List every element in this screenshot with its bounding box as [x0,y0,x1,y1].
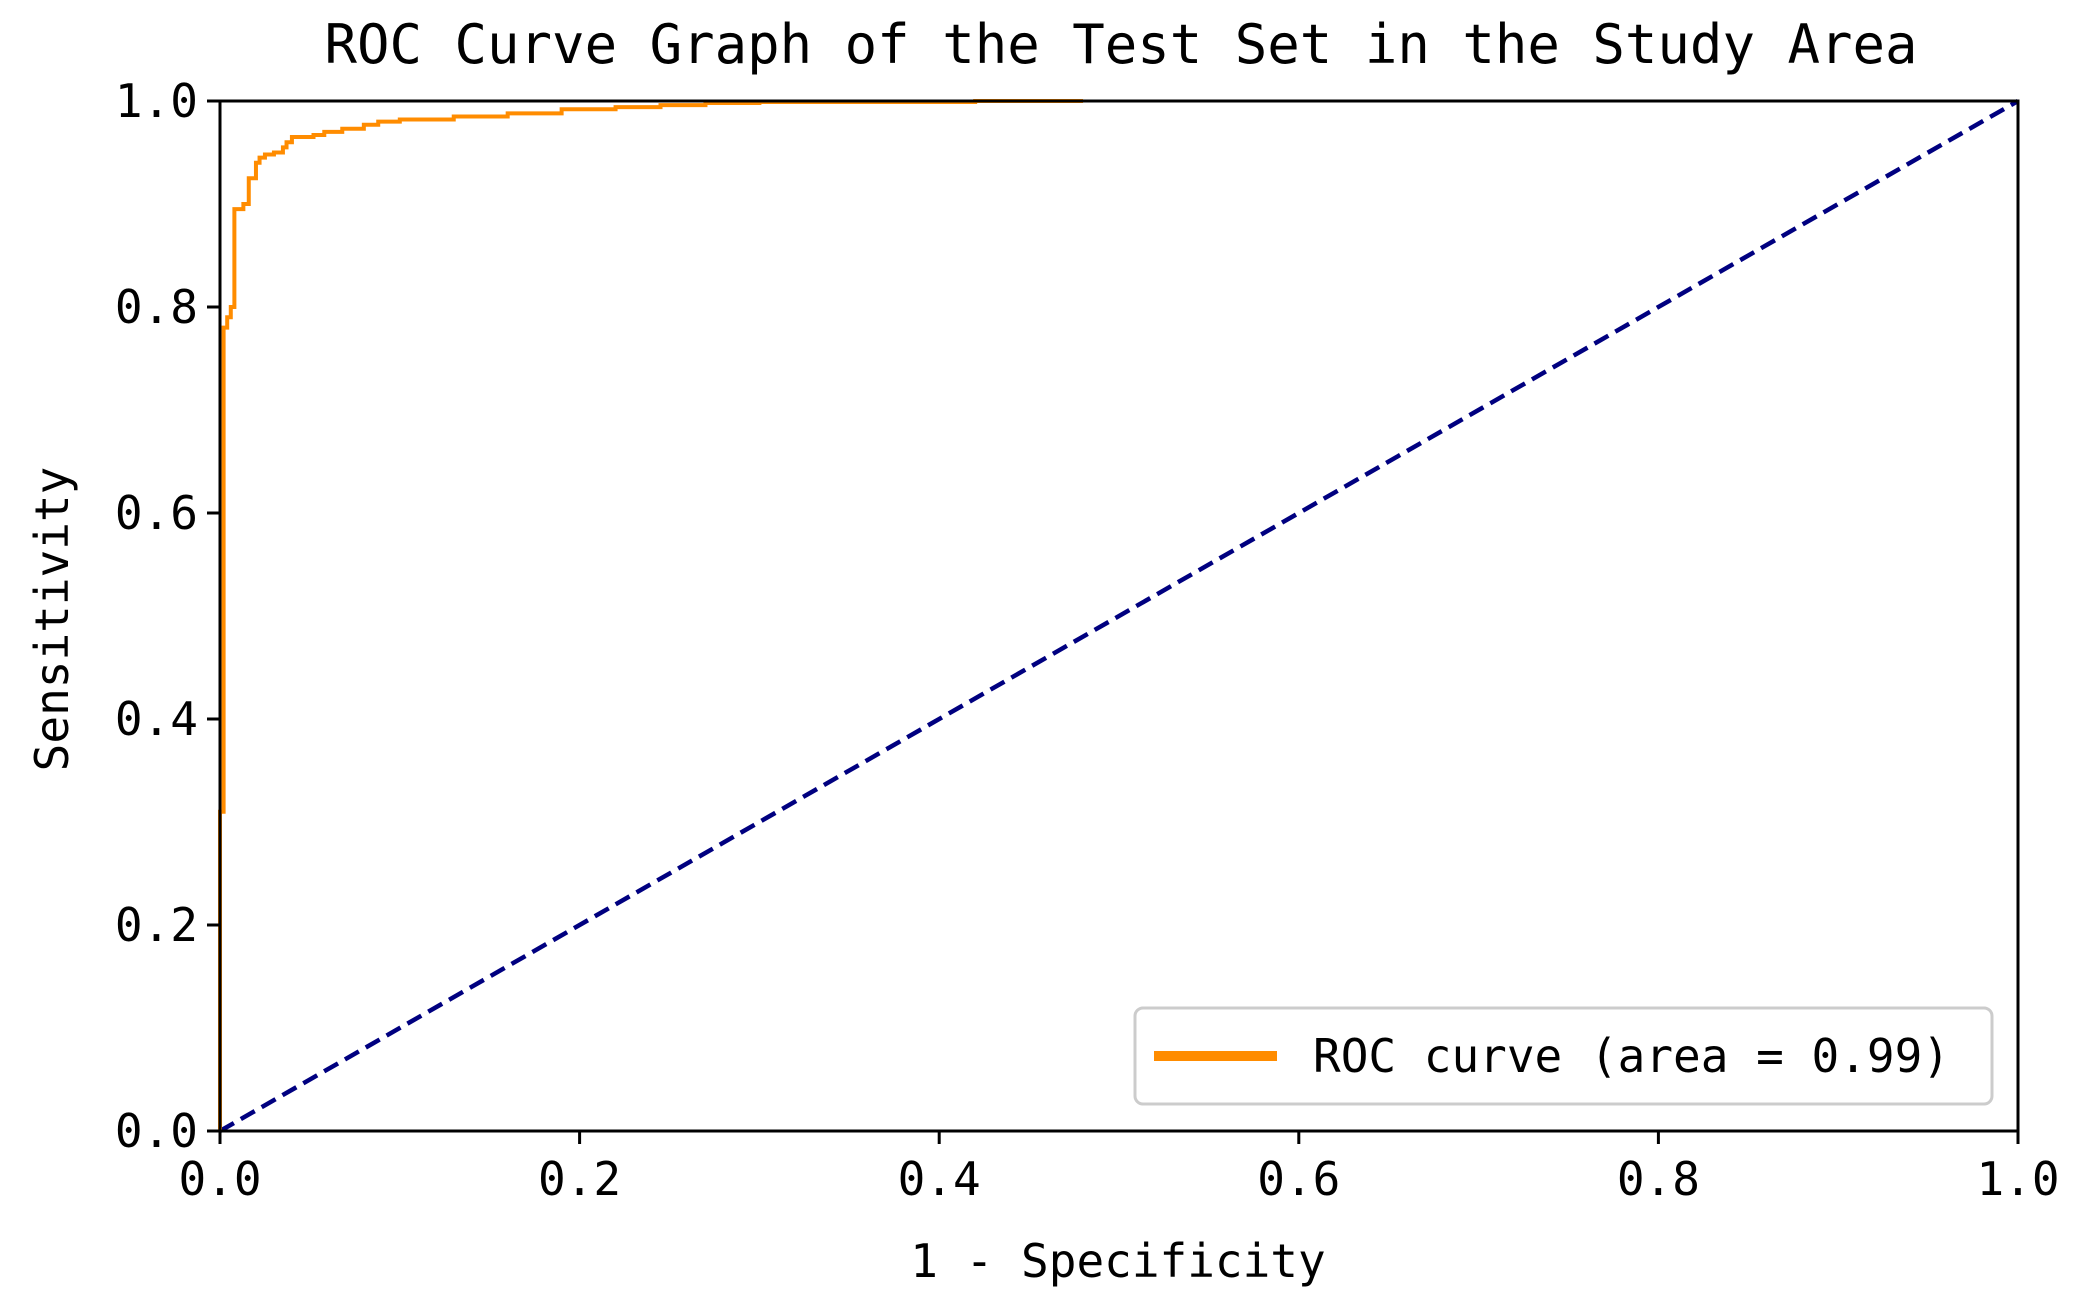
chance-diagonal-line [218,99,2020,1133]
legend: ROC curve (area = 0.99) [1133,1006,1994,1106]
legend-box [1133,1006,1994,1106]
legend-entry-label: ROC curve (area = 0.99) [1313,1029,1950,1083]
x-tick-label: 0.4 [898,1152,981,1206]
plot-area [218,99,2020,1133]
axes: 0.0 0.2 0.4 0.6 0.8 1.0 0.0 0.2 0.4 0.6 0.8 1.0 [115,74,2060,1206]
y-tick-label: 0.8 [115,280,198,334]
x-axis-label: 1 - Specificity [910,1234,1325,1288]
roc-curve-line [218,99,1084,1131]
y-tick-label: 0.0 [115,1104,198,1158]
chart-title: ROC Curve Graph of the Test Set in the S… [324,13,1917,76]
y-tick-label: 1.0 [115,74,198,128]
y-axis-label: Sensitivity [25,467,79,772]
x-tick-label: 0.8 [1617,1152,1700,1206]
x-tick-label: 0.0 [178,1152,261,1206]
x-tick-label: 0.2 [538,1152,621,1206]
x-tick-label: 0.6 [1257,1152,1340,1206]
plot-frame [218,99,2020,1133]
y-tick-label: 0.4 [115,692,198,746]
y-tick-label: 0.6 [115,486,198,540]
x-tick-label: 1.0 [1976,1152,2059,1206]
y-tick-label: 0.2 [115,898,198,952]
